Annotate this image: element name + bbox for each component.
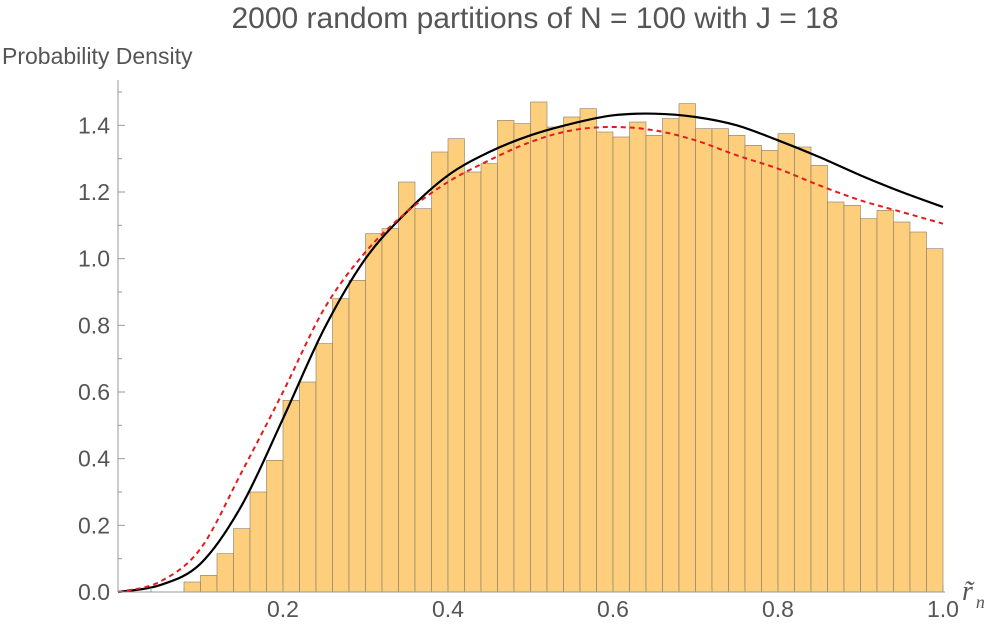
histogram-bar bbox=[266, 460, 284, 593]
histogram-bar bbox=[299, 381, 317, 593]
histogram-bar bbox=[315, 343, 333, 593]
histogram-bar bbox=[662, 118, 680, 593]
histogram-bar bbox=[761, 150, 779, 593]
histogram-bar bbox=[810, 165, 828, 593]
histogram-bar bbox=[893, 221, 911, 593]
histogram-bar bbox=[414, 208, 432, 593]
x-tick-label: 0.2 bbox=[267, 596, 299, 622]
histogram-bar bbox=[464, 171, 482, 593]
histogram-bar bbox=[645, 135, 663, 593]
histogram-bar bbox=[183, 581, 201, 593]
histogram-bar bbox=[629, 121, 647, 593]
histogram-bar bbox=[695, 128, 713, 593]
histogram-bar bbox=[596, 131, 614, 593]
histogram-bar bbox=[777, 133, 795, 593]
histogram-bar bbox=[843, 205, 861, 593]
histogram-bar bbox=[233, 528, 251, 593]
chart-title: 2000 random partitions of N = 100 with J… bbox=[231, 2, 838, 35]
histogram-bar bbox=[431, 151, 449, 593]
histogram-bar bbox=[711, 128, 729, 593]
x-axis-label: r̃ n bbox=[962, 576, 985, 612]
x-axis-label-base: r̃ bbox=[962, 576, 976, 607]
y-tick-label: 1.4 bbox=[78, 112, 110, 138]
histogram-bar bbox=[497, 120, 515, 593]
y-tick-label: 0.4 bbox=[78, 446, 110, 472]
histogram-bar bbox=[249, 491, 267, 593]
histogram-bar bbox=[398, 181, 416, 593]
axis-ticks: 0.2 0.4 0.6 0.8 1.0 0.0 0.2 0.4 0.6 0.8 1.0 1.2 1.4 bbox=[78, 91, 959, 622]
histogram-bar bbox=[744, 145, 762, 593]
histogram-bar bbox=[909, 231, 927, 593]
solid-density-curve bbox=[117, 112, 944, 594]
y-tick-label: 0.0 bbox=[78, 579, 110, 605]
histogram-bar bbox=[282, 400, 300, 593]
y-tick-label: 1.0 bbox=[78, 246, 110, 272]
histogram-bar bbox=[546, 126, 564, 593]
histogram-bar bbox=[678, 103, 696, 593]
x-tick-label: 0.8 bbox=[762, 596, 794, 622]
histogram-bars bbox=[183, 101, 944, 593]
x-tick-label: 0.6 bbox=[597, 596, 629, 622]
histogram-bar bbox=[728, 135, 746, 593]
y-tick-label: 0.6 bbox=[78, 379, 110, 405]
histogram-bar bbox=[876, 210, 894, 593]
histogram-bar bbox=[794, 146, 812, 593]
histogram-bar bbox=[860, 218, 878, 593]
histogram-bar bbox=[447, 138, 465, 593]
histogram-bar bbox=[579, 108, 597, 593]
x-tick-label: 0.4 bbox=[432, 596, 464, 622]
y-tick-label: 0.2 bbox=[78, 512, 110, 538]
histogram-bar bbox=[200, 575, 218, 593]
histogram-bar bbox=[216, 553, 234, 593]
histogram-bar bbox=[513, 123, 531, 593]
histogram-bar bbox=[332, 298, 350, 593]
histogram-bar bbox=[612, 136, 630, 593]
y-axis-label: Probability Density bbox=[2, 43, 193, 69]
axes bbox=[117, 80, 945, 593]
histogram-bar bbox=[530, 101, 548, 593]
y-tick-label: 1.2 bbox=[78, 179, 110, 205]
x-tick-label: 1.0 bbox=[927, 596, 959, 622]
histogram-bar bbox=[365, 233, 383, 593]
y-tick-label: 0.8 bbox=[78, 312, 110, 338]
dashed-density-curve bbox=[117, 125, 944, 593]
histogram-bar bbox=[563, 116, 581, 593]
density-curves bbox=[117, 112, 944, 594]
histogram-bar bbox=[827, 201, 845, 593]
histogram-bar bbox=[926, 248, 944, 593]
x-axis-label-subscript: n bbox=[976, 592, 985, 612]
histogram-bar bbox=[381, 228, 399, 593]
histogram-bar bbox=[480, 163, 498, 593]
histogram-bar bbox=[348, 280, 366, 593]
